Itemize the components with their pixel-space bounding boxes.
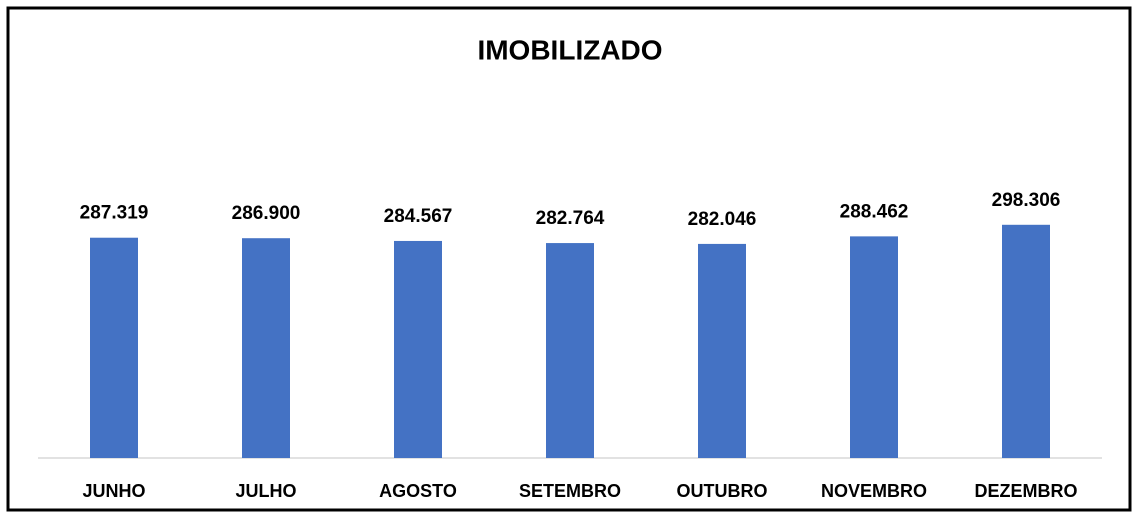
x-tick-label: AGOSTO [379,481,457,501]
bar [546,243,594,458]
x-tick-label: JULHO [235,481,296,501]
bar [242,238,290,458]
x-tick-label: JUNHO [82,481,145,501]
x-tick-label: NOVEMBRO [821,481,927,501]
x-tick-label: OUTUBRO [677,481,768,501]
chart-title: IMOBILIZADO [477,34,662,65]
data-label: 284.567 [384,206,453,227]
bar [850,236,898,458]
x-tick-label: DEZEMBRO [975,481,1078,501]
data-label: 298.306 [992,190,1061,211]
data-label: 287.319 [80,203,149,224]
bar [1002,224,1050,458]
data-label: 288.462 [840,201,909,222]
bar [698,243,746,458]
data-label: 282.764 [536,208,605,229]
data-label: 286.900 [232,203,301,224]
data-label: 282.046 [688,209,757,230]
x-tick-label: SETEMBRO [519,481,621,501]
bar [90,237,138,458]
bar [394,240,442,458]
